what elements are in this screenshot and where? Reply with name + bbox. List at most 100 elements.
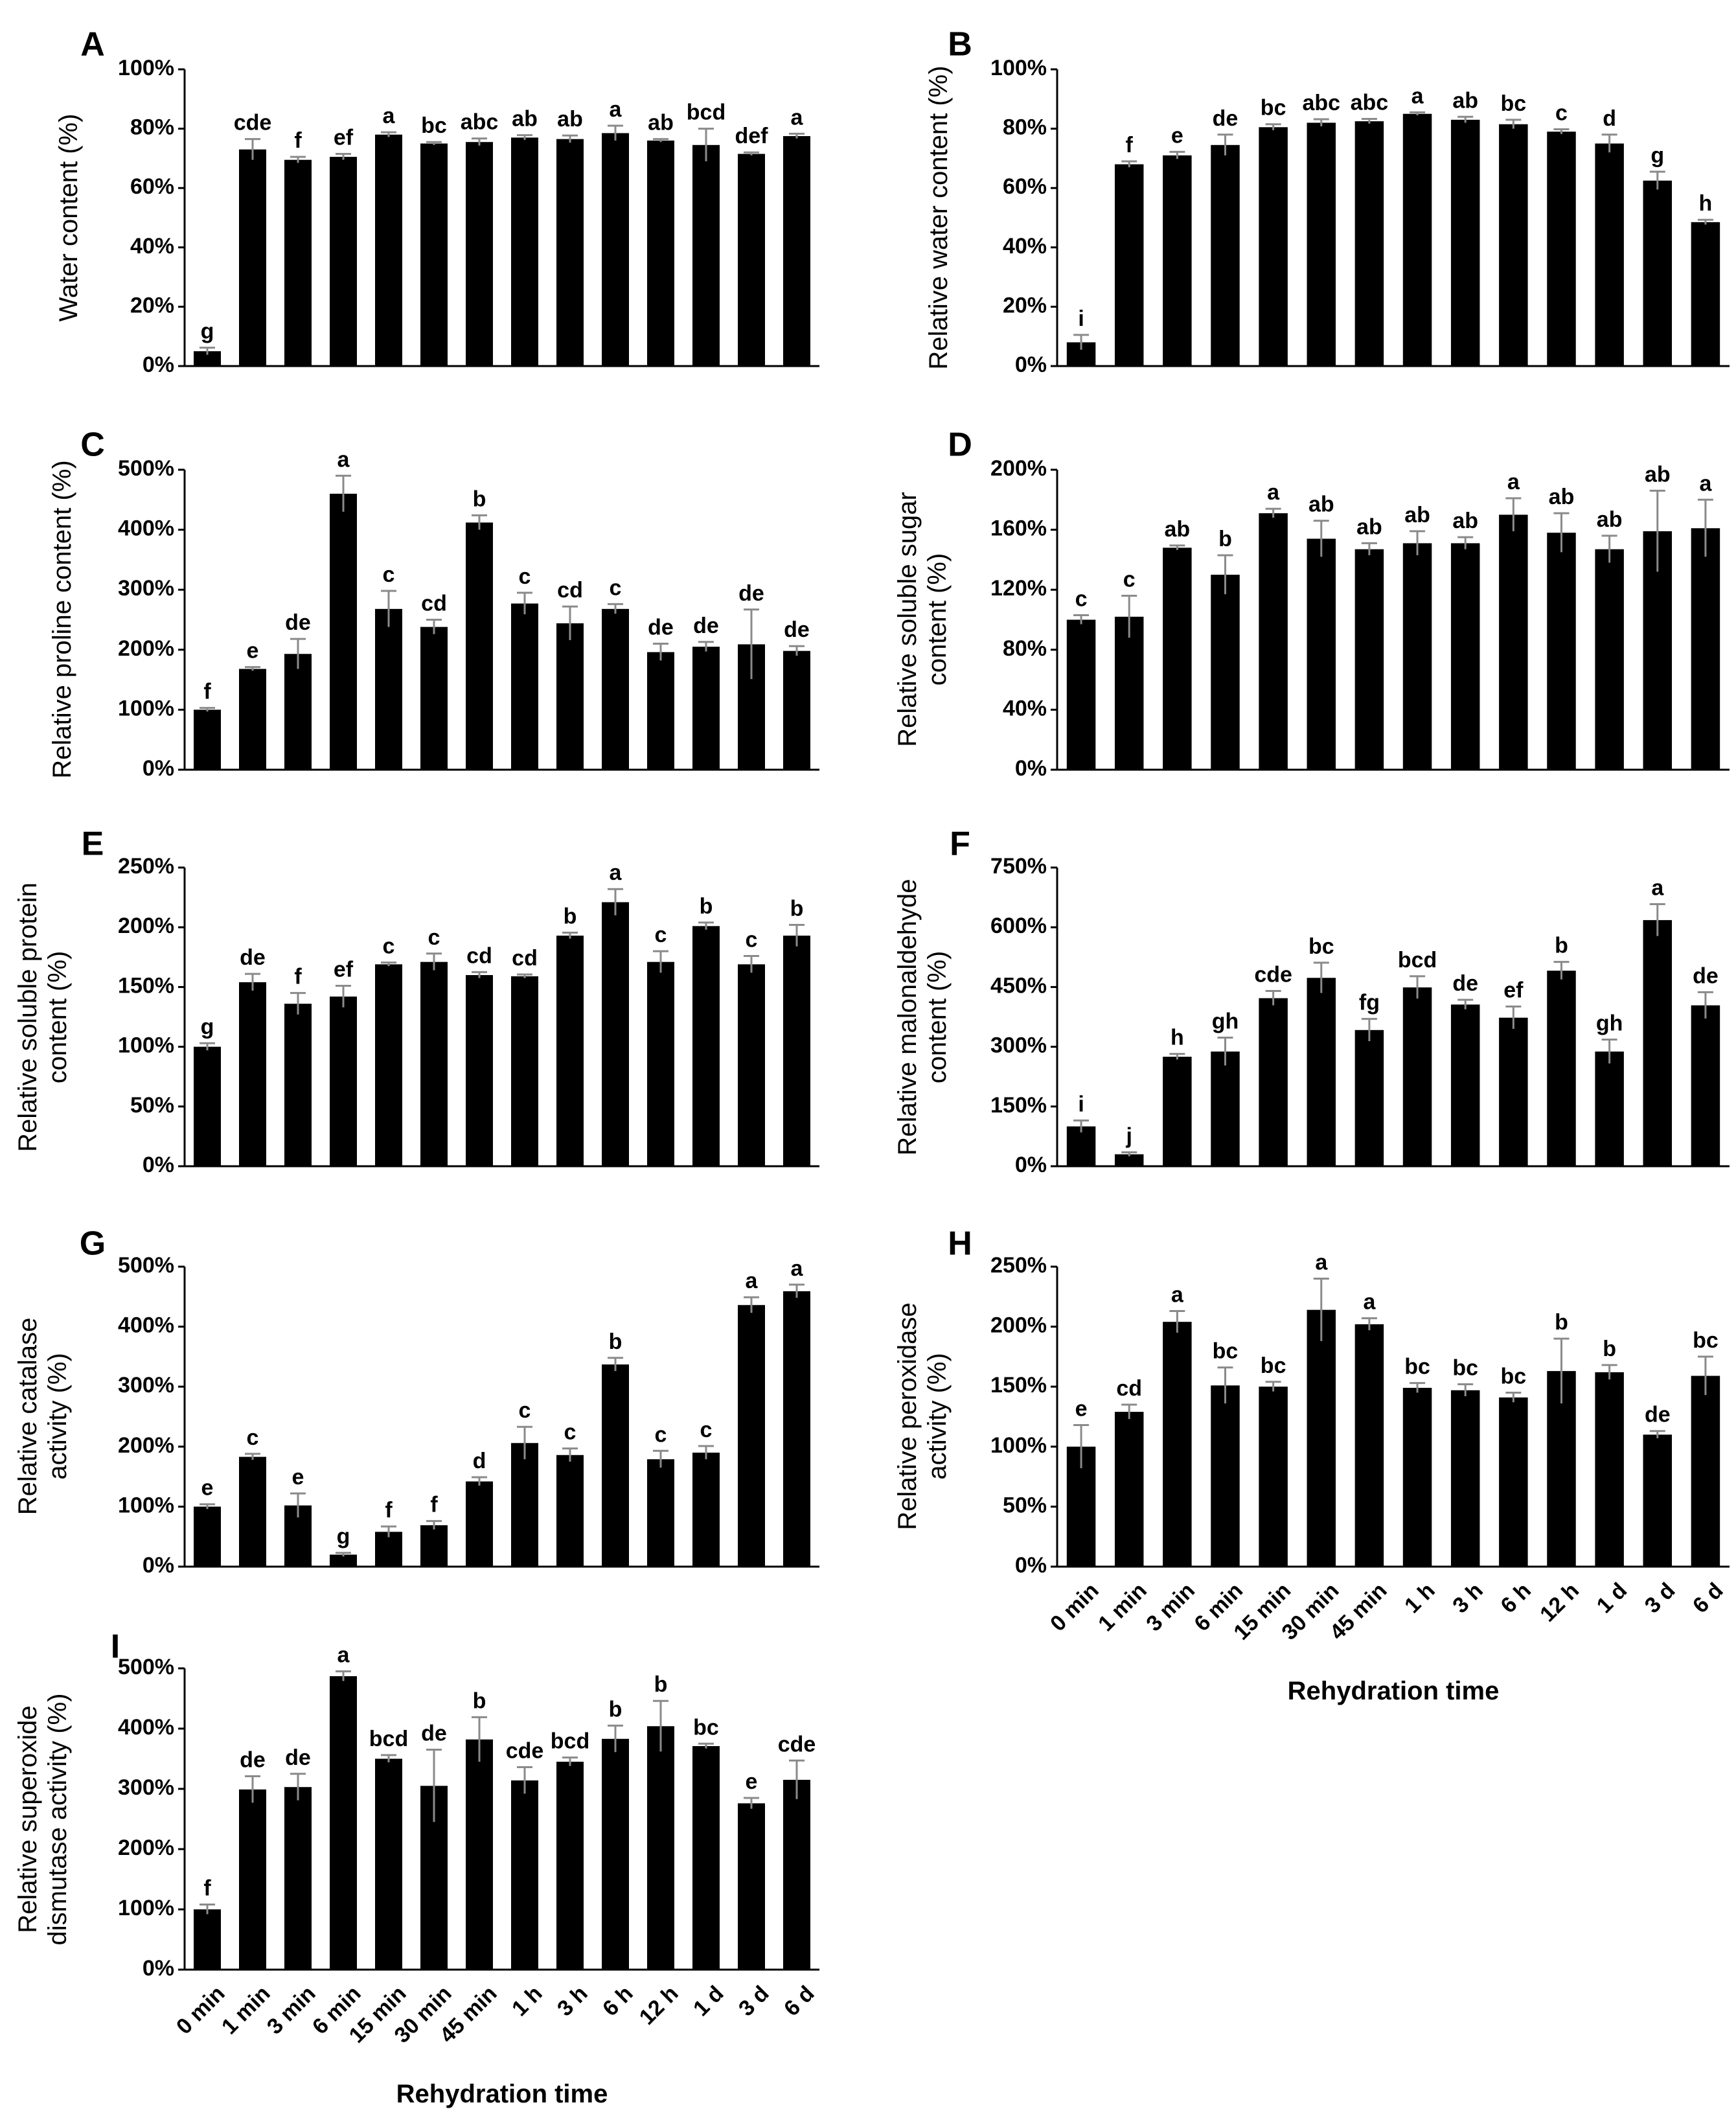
bar — [1211, 1385, 1240, 1567]
y-axis-label: Relative water content (%) — [924, 65, 953, 369]
y-axis-label: Relative peroxidaseactivity (%) — [893, 1302, 952, 1530]
bar — [239, 982, 266, 1166]
significance-letter: de — [1452, 971, 1478, 996]
y-tick-label: 0% — [1015, 1553, 1047, 1578]
y-tick-label: 100% — [118, 696, 174, 720]
significance-letter: b — [1555, 934, 1568, 958]
chart-panel-D: D Relative soluble sugarcontent (%) 0% 40% 8… — [893, 426, 1730, 781]
y-tick-label: 500% — [118, 456, 174, 481]
significance-letter: g — [1650, 143, 1664, 168]
significance-letter: a — [1363, 1290, 1376, 1315]
significance-letter: e — [1171, 123, 1183, 148]
bar — [194, 1909, 221, 1970]
significance-letter: a — [337, 447, 350, 472]
significance-letter: de — [738, 581, 764, 606]
bar — [738, 1803, 765, 1970]
bar — [556, 623, 584, 770]
y-tick-label: 400% — [118, 1313, 174, 1338]
significance-letter: b — [1218, 527, 1232, 551]
significance-letter: f — [203, 1876, 211, 1901]
significance-letter: bc — [1308, 934, 1334, 959]
significance-letter: bc — [1261, 96, 1286, 121]
y-axis-label: Relative malonaldehydecontent (%) — [893, 879, 952, 1156]
x-axis-title: Rehydration time — [396, 2080, 608, 2108]
significance-letter: a — [746, 1269, 759, 1293]
bar — [420, 1525, 448, 1567]
bar — [647, 140, 674, 367]
y-tick-label: 40% — [1003, 696, 1047, 720]
significance-letter: c — [383, 562, 395, 587]
significance-letter: abc — [1302, 91, 1340, 115]
bar — [239, 1789, 266, 1970]
bar — [466, 522, 493, 770]
significance-letter: d — [473, 1449, 486, 1473]
bar — [511, 1443, 538, 1567]
significance-letter: ab — [1452, 88, 1478, 113]
significance-letter: cd — [466, 943, 492, 968]
bar — [239, 149, 266, 366]
bar — [194, 351, 221, 366]
x-tick-label: 3 h — [553, 1981, 593, 2021]
y-tick-label: 20% — [130, 293, 174, 317]
y-tick-label: 80% — [1003, 636, 1047, 661]
bar — [1114, 616, 1144, 770]
bar — [1354, 121, 1384, 366]
significance-letter: i — [1078, 306, 1084, 331]
y-tick-label: 120% — [990, 576, 1047, 601]
y-tick-label: 60% — [130, 174, 174, 199]
significance-letter: c — [746, 927, 758, 952]
significance-letter: a — [1267, 480, 1280, 505]
significance-letter: bcd — [551, 1729, 589, 1754]
significance-letter: a — [1411, 84, 1424, 108]
y-tick-label: 160% — [990, 516, 1047, 541]
y-tick-label: 400% — [118, 1715, 174, 1740]
y-tick-label: 300% — [118, 576, 174, 601]
significance-letter: b — [473, 487, 486, 511]
y-tick-label: 100% — [990, 56, 1047, 80]
significance-letter: b — [609, 1697, 622, 1721]
y-tick-label: 200% — [118, 636, 174, 661]
x-tick-label: 0 min — [172, 1981, 230, 2040]
y-tick-label: 600% — [990, 914, 1047, 938]
significance-letter: de — [240, 1747, 266, 1772]
significance-letter: b — [1603, 1337, 1616, 1361]
x-tick-label: 0 min — [1045, 1578, 1104, 1637]
panel-letter: G — [80, 1225, 106, 1263]
significance-letter: a — [1699, 471, 1712, 496]
significance-letter: ab — [1452, 509, 1478, 533]
chart-panel-A: A Water content (%) 0% 20% 40% 60% 80% 100% g cde… — [54, 26, 819, 377]
y-tick-label: 200% — [990, 1313, 1047, 1338]
significance-letter: bc — [693, 1715, 719, 1740]
bar — [420, 627, 448, 770]
y-axis-label: Relative soluble sugarcontent (%) — [893, 492, 952, 747]
y-tick-label: 0% — [1015, 352, 1047, 377]
bar — [1547, 971, 1576, 1166]
significance-letter: cde — [234, 111, 272, 135]
y-tick-label: 250% — [118, 854, 174, 879]
bar — [556, 1455, 584, 1567]
x-tick-label: 6 h — [1496, 1578, 1536, 1618]
significance-letter: bc — [1452, 1355, 1478, 1380]
y-axis-label: Relative proline content (%) — [48, 460, 76, 778]
significance-letter: c — [610, 575, 622, 600]
significance-letter: ab — [557, 107, 583, 132]
y-tick-label: 300% — [118, 1373, 174, 1398]
significance-letter: b — [654, 1672, 668, 1697]
bar — [466, 974, 493, 1166]
significance-letter: bc — [1693, 1328, 1719, 1353]
significance-letter: b — [473, 1688, 486, 1713]
significance-letter: bcd — [1398, 948, 1437, 973]
chart-panel-I: I Relative superoxidedismutase activity (… — [14, 1628, 819, 2108]
significance-letter: c — [519, 564, 531, 589]
significance-letter: gh — [1212, 1009, 1239, 1033]
panel-letter: I — [111, 1628, 120, 1666]
significance-letter: de — [1645, 1403, 1671, 1427]
significance-letter: j — [1125, 1123, 1132, 1148]
bar — [330, 1554, 357, 1567]
y-tick-label: 80% — [1003, 115, 1047, 140]
bar — [284, 159, 312, 366]
bar — [1163, 547, 1192, 770]
bar — [647, 961, 674, 1166]
significance-letter: b — [609, 1330, 622, 1354]
